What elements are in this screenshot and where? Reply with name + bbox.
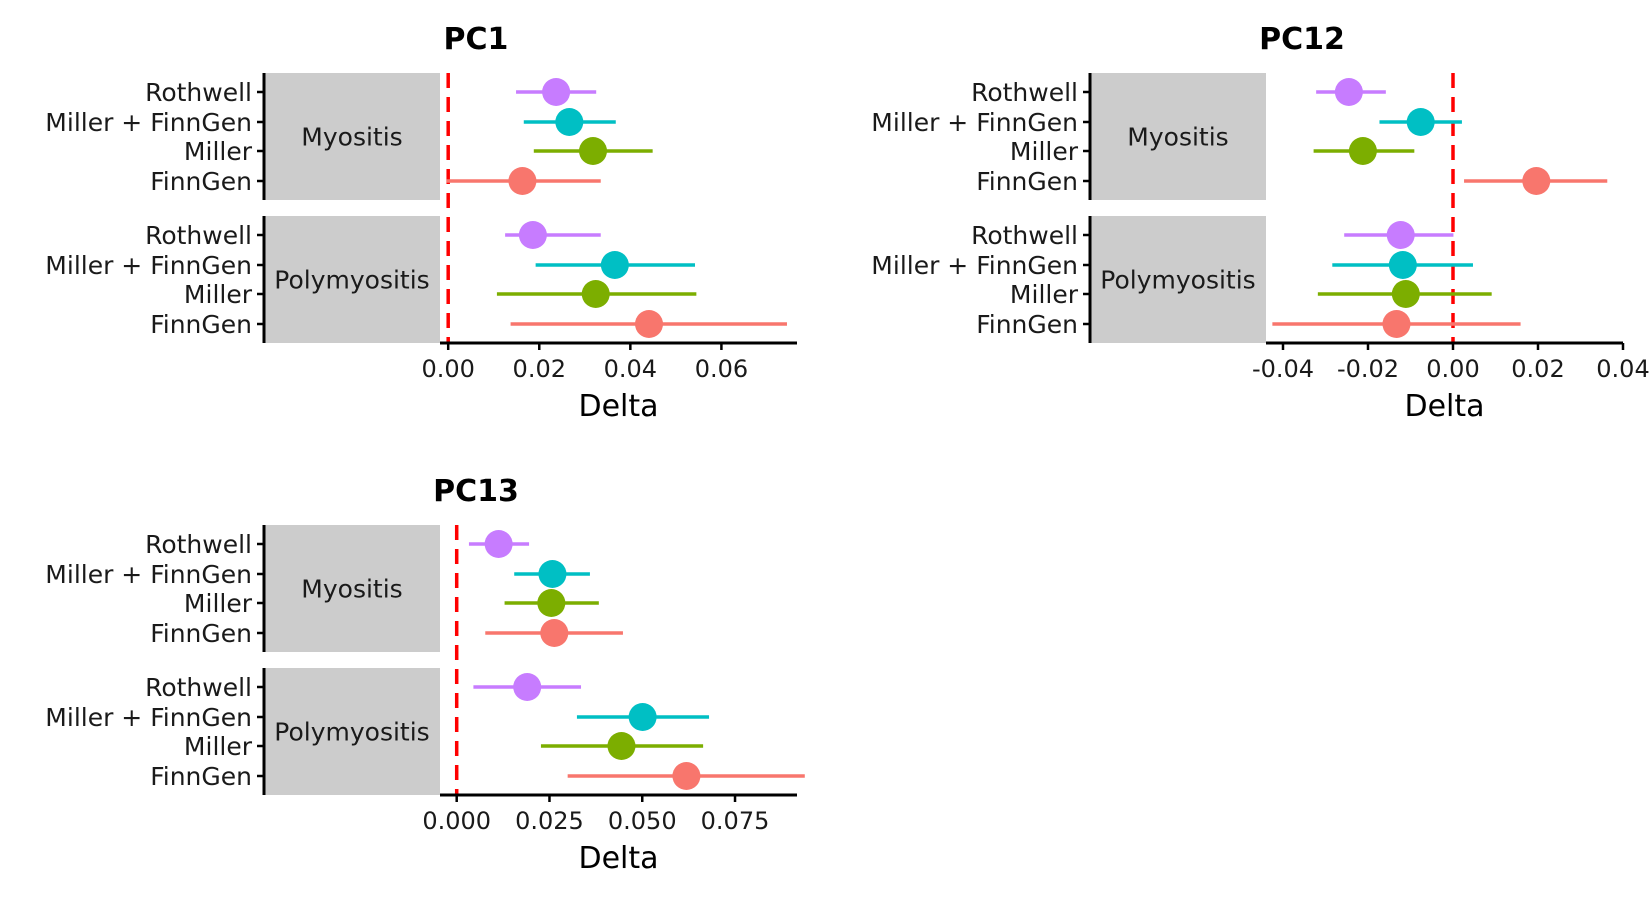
x-tick-label: 0.025	[515, 807, 584, 835]
facet-strip	[264, 216, 440, 343]
panel-title: PC13	[433, 474, 519, 509]
y-tick-label: Rothwell	[145, 530, 252, 559]
y-tick-label: Miller + FinnGen	[45, 703, 252, 732]
y-tick-label: Rothwell	[145, 673, 252, 702]
point-estimate	[508, 167, 537, 195]
point-estimate	[484, 530, 513, 558]
point-estimate	[628, 703, 657, 731]
x-tick-label: -0.02	[1337, 355, 1399, 383]
facet-strip	[1090, 216, 1266, 343]
x-axis-title: Delta	[578, 389, 658, 424]
x-tick-label: 0.075	[701, 807, 770, 835]
point-estimate	[607, 732, 636, 760]
point-estimate	[1391, 280, 1420, 308]
y-tick-label: Rothwell	[145, 78, 252, 107]
panel-title: PC12	[1259, 22, 1345, 57]
point-estimate	[581, 280, 610, 308]
facet-strip	[1090, 73, 1266, 200]
y-tick-label: Miller + FinnGen	[45, 251, 252, 280]
point-estimate	[635, 310, 664, 338]
point-estimate	[1522, 167, 1551, 195]
facet-strip	[264, 668, 440, 795]
y-tick-label: Miller + FinnGen	[871, 108, 1078, 137]
panel-title: PC1	[444, 22, 509, 57]
facet-label: Myositis	[1127, 123, 1228, 152]
x-tick-label: 0.050	[608, 807, 677, 835]
x-tick-label: 0.06	[695, 355, 748, 383]
y-tick-label: Rothwell	[971, 78, 1078, 107]
y-tick-label: Miller + FinnGen	[45, 560, 252, 589]
y-tick-label: FinnGen	[150, 619, 252, 648]
y-tick-label: FinnGen	[150, 762, 252, 791]
point-estimate	[513, 673, 542, 701]
y-tick-label: FinnGen	[976, 167, 1078, 196]
facet-strip	[264, 73, 440, 200]
point-estimate	[537, 589, 566, 617]
point-estimate	[1382, 310, 1411, 338]
facet-label: Myositis	[301, 123, 402, 152]
y-tick-label: Miller	[184, 589, 253, 618]
x-tick-label: 0.02	[1511, 355, 1564, 383]
y-tick-label: Miller	[184, 137, 253, 166]
y-tick-label: Rothwell	[145, 221, 252, 250]
y-tick-label: FinnGen	[150, 310, 252, 339]
x-axis-title: Delta	[1404, 389, 1484, 424]
point-estimate	[555, 108, 584, 136]
facet-strip	[264, 525, 440, 652]
y-tick-label: Miller	[1010, 280, 1079, 309]
y-tick-label: Miller + FinnGen	[45, 108, 252, 137]
y-tick-label: Miller	[1010, 137, 1079, 166]
x-tick-label: 0.04	[604, 355, 657, 383]
point-estimate	[538, 560, 567, 588]
y-tick-label: FinnGen	[150, 167, 252, 196]
x-tick-label: 0.04	[1596, 355, 1649, 383]
point-estimate	[1406, 108, 1435, 136]
point-estimate	[672, 762, 701, 790]
point-estimate	[540, 619, 569, 647]
point-estimate	[518, 221, 547, 249]
point-estimate	[1388, 251, 1417, 279]
x-tick-label: 0.00	[1426, 355, 1479, 383]
facet-label: Myositis	[301, 575, 402, 604]
y-tick-label: FinnGen	[976, 310, 1078, 339]
x-tick-label: 0.000	[422, 807, 491, 835]
y-tick-label: Rothwell	[971, 221, 1078, 250]
point-estimate	[1334, 78, 1363, 106]
facet-label: Polymyositis	[1100, 266, 1255, 295]
point-estimate	[1386, 221, 1415, 249]
y-tick-label: Miller	[184, 280, 253, 309]
x-tick-label: 0.00	[421, 355, 474, 383]
point-estimate	[1348, 137, 1377, 165]
point-estimate	[600, 251, 629, 279]
point-estimate	[579, 137, 607, 165]
x-tick-label: 0.02	[513, 355, 566, 383]
point-estimate	[542, 78, 571, 106]
facet-label: Polymyositis	[274, 718, 429, 747]
x-axis-title: Delta	[578, 841, 658, 876]
facet-label: Polymyositis	[274, 266, 429, 295]
y-tick-label: Miller + FinnGen	[871, 251, 1078, 280]
x-tick-label: -0.04	[1252, 355, 1314, 383]
y-tick-label: Miller	[184, 732, 253, 761]
